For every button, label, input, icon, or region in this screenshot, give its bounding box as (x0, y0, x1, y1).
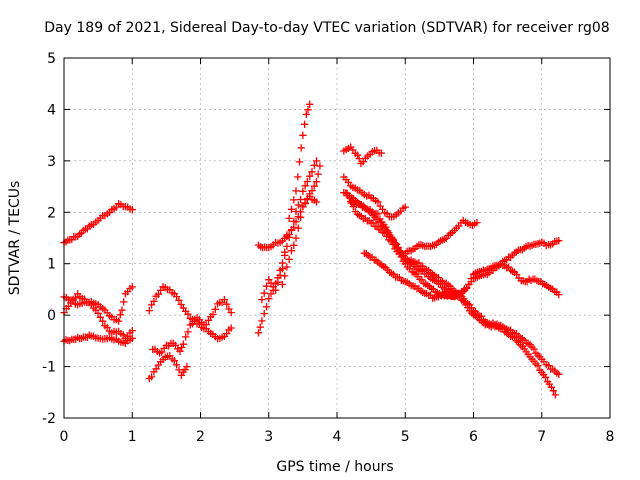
series-markers (60, 200, 136, 247)
x-tick-label: 8 (606, 429, 615, 445)
series-markers (145, 351, 191, 383)
series-markers (258, 100, 314, 304)
x-tick-label: 6 (469, 429, 478, 445)
series-s10 (258, 100, 314, 304)
y-axis-label: SDTVAR / TECUs (7, 181, 23, 296)
x-axis: 0 1 2 3 4 5 6 7 8 (60, 58, 615, 445)
y-tick-label: 4 (47, 102, 56, 118)
x-tick-label: 7 (537, 429, 546, 445)
series-markers (340, 143, 386, 168)
series-markers (60, 283, 136, 325)
series-markers (340, 173, 409, 221)
series-s12 (340, 143, 386, 168)
y-tick-label: 3 (47, 154, 56, 170)
x-tick-label: 3 (264, 429, 273, 445)
y-tick-label: 1 (47, 257, 56, 273)
x-tick-label: 5 (401, 429, 410, 445)
x-tick-label: 2 (196, 429, 205, 445)
series-s18 (401, 216, 481, 258)
grid-lines (64, 58, 610, 418)
series-s1 (60, 200, 136, 247)
y-tick-label: -2 (42, 411, 56, 427)
series-markers (278, 192, 321, 289)
x-axis-label: GPS time / hours (276, 459, 393, 475)
series-markers (149, 314, 235, 357)
series-s13 (340, 173, 409, 221)
x-tick-label: 1 (128, 429, 137, 445)
y-tick-label: 2 (47, 205, 56, 221)
series-s16 (347, 197, 563, 378)
data-series (60, 100, 563, 399)
series-s7 (145, 351, 191, 383)
x-tick-label: 0 (60, 429, 69, 445)
chart-title: Day 189 of 2021, Sidereal Day-to-day VTE… (44, 20, 609, 36)
series-markers (401, 216, 481, 258)
y-axis: -2 -1 0 1 2 3 4 5 (42, 51, 610, 427)
series-markers (360, 249, 560, 399)
y-tick-label: 5 (47, 51, 56, 67)
series-s17 (360, 249, 560, 399)
x-tick-label: 4 (333, 429, 342, 445)
series-markers (347, 197, 563, 378)
series-s6 (149, 314, 235, 357)
y-tick-label: 0 (47, 308, 56, 324)
series-s11 (278, 192, 321, 289)
y-tick-label: -1 (42, 360, 56, 376)
series-s2 (60, 283, 136, 325)
